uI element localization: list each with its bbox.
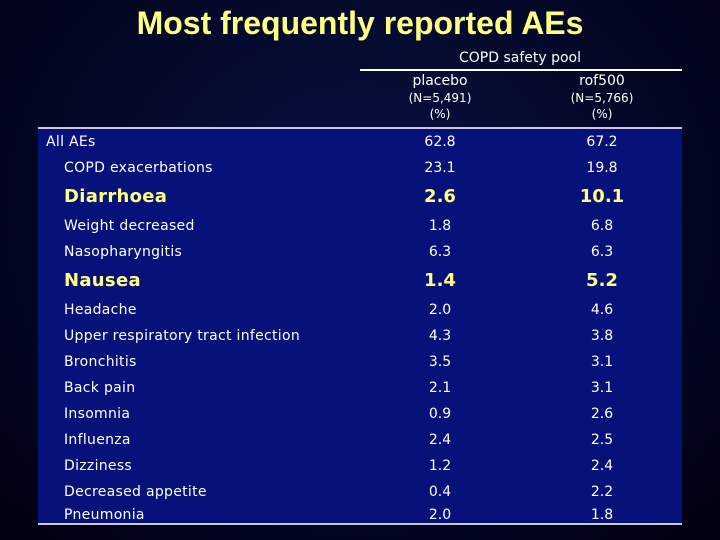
- table-row: Nasopharyngitis 6.3 6.3: [38, 239, 682, 265]
- row-label: Weight decreased: [64, 218, 195, 234]
- table-row: Bronchitis 3.5 3.1: [38, 349, 682, 375]
- table-row: COPD exacerbations 23.1 19.8: [38, 155, 682, 181]
- placebo-value: 2.1: [428, 380, 452, 396]
- table-row: Headache 2.0 4.6: [38, 297, 682, 323]
- table-row: Weight decreased 1.8 6.8: [38, 213, 682, 239]
- row-label: Dizziness: [64, 458, 133, 474]
- placebo-value: 0.9: [428, 406, 452, 422]
- row-label: Back pain: [64, 380, 136, 396]
- row-label: Influenza: [64, 432, 131, 448]
- rof500-value: 2.2: [590, 484, 614, 500]
- row-label: Diarrhoea: [64, 186, 168, 207]
- column-unit-placebo: (%): [429, 107, 451, 121]
- row-label: Nausea: [64, 270, 141, 291]
- placebo-value: 6.3: [428, 244, 452, 260]
- placebo-value: 0.4: [428, 484, 452, 500]
- table-row: Influenza 2.4 2.5: [38, 427, 682, 453]
- row-label: Headache: [64, 302, 137, 318]
- placebo-value: 2.0: [428, 507, 452, 523]
- column-n-placebo: (N=5,491): [408, 91, 472, 105]
- table-row: Back pain 2.1 3.1: [38, 375, 682, 401]
- placebo-value: 23.1: [424, 160, 456, 176]
- rof500-value: 19.8: [586, 160, 618, 176]
- row-label: COPD exacerbations: [64, 160, 213, 176]
- placebo-value: 1.8: [428, 218, 452, 234]
- column-n-rof500: (N=5,766): [570, 91, 634, 105]
- rof500-value: 10.1: [579, 186, 625, 207]
- row-label: Decreased appetite: [64, 484, 207, 500]
- rof500-value: 3.1: [590, 354, 614, 370]
- group-header: COPD safety pool: [458, 50, 581, 66]
- column-name-rof500: rof500: [579, 73, 625, 89]
- row-label: Insomnia: [64, 406, 131, 422]
- rof500-value: 5.2: [586, 270, 618, 291]
- rof500-value: 6.3: [590, 244, 614, 260]
- rof500-value: 3.1: [590, 380, 614, 396]
- placebo-value: 62.8: [424, 134, 456, 150]
- rof500-value: 6.8: [590, 218, 614, 234]
- placebo-value: 4.3: [428, 328, 452, 344]
- column-unit-rof500: (%): [591, 107, 613, 121]
- rof500-value: 67.2: [586, 134, 618, 150]
- placebo-value: 3.5: [428, 354, 452, 370]
- table-row: Upper respiratory tract infection 4.3 3.8: [38, 323, 682, 349]
- column-header-placebo: placebo (N=5,491) (%): [390, 72, 490, 122]
- rof500-value: 1.8: [590, 507, 614, 523]
- slide-title: Most frequently reported AEs: [136, 5, 584, 41]
- row-label: All AEs: [46, 134, 96, 150]
- table-row: Pneumonia 2.0 1.8: [38, 505, 682, 525]
- table-row: Diarrhoea 2.6 10.1: [38, 181, 682, 213]
- table-row: Dizziness 1.2 2.4: [38, 453, 682, 479]
- table-row: All AEs 62.8 67.2: [38, 129, 682, 155]
- placebo-value: 2.6: [424, 186, 456, 207]
- table-row: Nausea 1.4 5.2: [38, 265, 682, 297]
- rof500-value: 2.6: [590, 406, 614, 422]
- rof500-value: 2.5: [590, 432, 614, 448]
- row-label: Nasopharyngitis: [64, 244, 183, 260]
- placebo-value: 1.4: [424, 270, 456, 291]
- row-label: Upper respiratory tract infection: [64, 328, 301, 344]
- table-row: Insomnia 0.9 2.6: [38, 401, 682, 427]
- group-header-rule: [360, 69, 682, 71]
- rof500-value: 4.6: [590, 302, 614, 318]
- rof500-value: 2.4: [590, 458, 614, 474]
- adverse-events-table: All AEs 62.8 67.2 COPD exacerbations 23.1 19.…: [38, 127, 682, 525]
- placebo-value: 1.2: [428, 458, 452, 474]
- row-label: Pneumonia: [64, 507, 145, 523]
- row-label: Bronchitis: [64, 354, 137, 370]
- placebo-value: 2.4: [428, 432, 452, 448]
- column-name-placebo: placebo: [412, 73, 468, 89]
- column-header-rof500: rof500 (N=5,766) (%): [552, 72, 652, 122]
- table-row: Decreased appetite 0.4 2.2: [38, 479, 682, 505]
- rof500-value: 3.8: [590, 328, 614, 344]
- placebo-value: 2.0: [428, 302, 452, 318]
